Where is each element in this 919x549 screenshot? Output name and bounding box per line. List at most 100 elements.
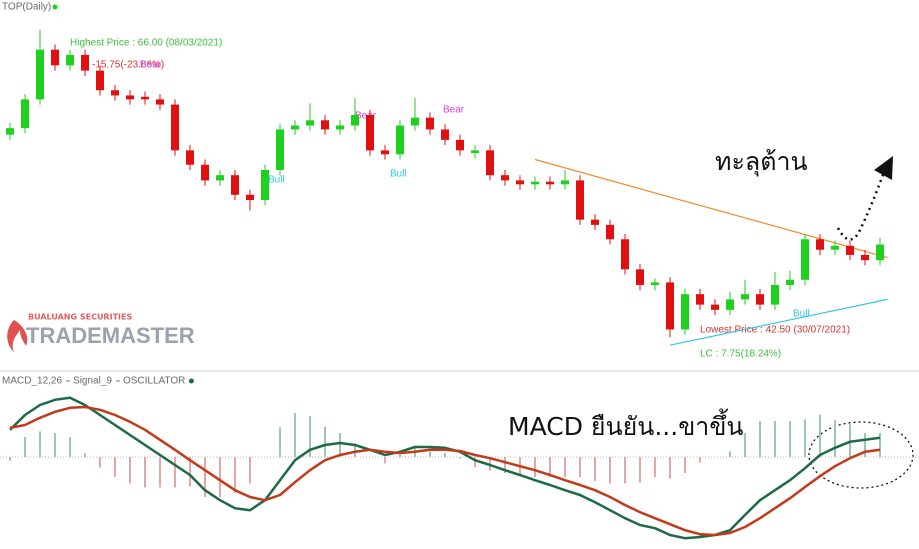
oscillator-bar bbox=[354, 443, 356, 457]
candle-body bbox=[126, 95, 134, 100]
oscillator-bar bbox=[579, 457, 581, 477]
logo-icon bbox=[7, 320, 28, 352]
candle-body bbox=[801, 239, 809, 280]
oscillator-bar bbox=[789, 421, 791, 457]
candle-body bbox=[441, 129, 449, 140]
candle-body bbox=[96, 70, 104, 91]
oscillator-bar bbox=[189, 457, 191, 487]
oscillator-bar bbox=[114, 457, 116, 477]
candle-body bbox=[636, 269, 644, 286]
oscillator-bar bbox=[219, 457, 221, 497]
oscillator-bar bbox=[54, 433, 56, 457]
oscillator-bar bbox=[609, 457, 611, 484]
candle-body bbox=[111, 90, 119, 96]
candle-body bbox=[591, 219, 599, 225]
indicator-line bbox=[9, 396, 881, 540]
logo-product: TRADEMASTER bbox=[26, 323, 195, 348]
signal-label: Bear bbox=[443, 105, 465, 116]
candle-body bbox=[366, 115, 374, 151]
oscillator-bar bbox=[549, 457, 551, 477]
oscillator-bar bbox=[384, 457, 386, 464]
candle-body bbox=[156, 99, 164, 105]
oscillator-bar bbox=[69, 437, 71, 457]
candle-body bbox=[531, 181, 539, 185]
oscillator-bar bbox=[879, 433, 881, 457]
candle-body bbox=[711, 304, 719, 310]
candle-body bbox=[411, 117, 419, 126]
candle-body bbox=[186, 150, 194, 165]
candle-body bbox=[786, 279, 794, 286]
candle-body bbox=[201, 164, 209, 181]
candle-body bbox=[381, 150, 389, 155]
candle-body bbox=[396, 125, 404, 155]
oscillator-bar bbox=[249, 457, 251, 484]
signal-label: Bull bbox=[390, 169, 407, 180]
callout: ทะลุต้าน bbox=[715, 147, 808, 177]
candle-body bbox=[141, 96, 149, 100]
oscillator-bar bbox=[204, 457, 206, 497]
candle-body bbox=[846, 245, 854, 255]
annotation: LC : 7.75(18.24%) bbox=[700, 349, 781, 360]
candle-body bbox=[6, 128, 14, 135]
legend-entry: MACD_12,26 bbox=[2, 376, 62, 387]
candle-body bbox=[231, 175, 239, 195]
oscillator-bar bbox=[9, 457, 11, 461]
oscillator-bar bbox=[444, 453, 446, 457]
oscillator-bar bbox=[594, 457, 596, 481]
candle-body bbox=[456, 139, 464, 151]
candle-body bbox=[321, 120, 329, 130]
candle-body bbox=[21, 99, 29, 129]
indicator-line bbox=[9, 405, 881, 537]
candle-body bbox=[546, 181, 554, 185]
oscillator-bar bbox=[399, 454, 401, 457]
candle-body bbox=[666, 282, 674, 330]
logo-company: BUALUANG SECURITIES bbox=[28, 313, 132, 322]
candle-body bbox=[726, 299, 734, 310]
oscillator-bar bbox=[639, 457, 641, 483]
oscillator-bar bbox=[699, 457, 701, 463]
candle-body bbox=[51, 49, 59, 66]
candle-body bbox=[606, 224, 614, 240]
oscillator-bar bbox=[459, 457, 461, 459]
oscillator-bar bbox=[624, 457, 626, 484]
candle-body bbox=[246, 194, 254, 201]
candle-body bbox=[501, 175, 509, 181]
candle-body bbox=[576, 180, 584, 220]
candle-body bbox=[741, 294, 749, 300]
legend-dot bbox=[188, 378, 194, 384]
candle-body bbox=[621, 239, 629, 270]
oscillator-bar bbox=[759, 421, 761, 457]
signal-label: Bull bbox=[793, 309, 810, 320]
candle-body bbox=[876, 244, 884, 261]
oscillator-bar bbox=[159, 457, 161, 488]
oscillator-bar bbox=[234, 457, 236, 493]
oscillator-bar bbox=[654, 457, 656, 477]
candle-body bbox=[516, 180, 524, 185]
candle-body bbox=[171, 104, 179, 151]
oscillator-bar bbox=[474, 457, 476, 468]
candle-body bbox=[561, 180, 569, 185]
candle-body bbox=[486, 150, 494, 176]
candle-body bbox=[816, 239, 824, 250]
oscillator-bar bbox=[864, 433, 866, 457]
oscillator-bar bbox=[99, 457, 101, 468]
legend-entry: Signal_9 bbox=[73, 376, 112, 387]
oscillator-bar bbox=[174, 457, 176, 488]
trend-line bbox=[534, 158, 888, 259]
candle-body bbox=[471, 150, 479, 153]
highlight-ellipse bbox=[808, 421, 914, 489]
candle-body bbox=[66, 54, 74, 66]
oscillator-bar bbox=[729, 451, 731, 457]
candle-body bbox=[351, 115, 359, 126]
candle-body bbox=[426, 117, 434, 130]
annotation: Lowest Price : 42.50 (30/07/2021) bbox=[700, 325, 850, 336]
candle-body bbox=[261, 169, 269, 201]
candle-body bbox=[336, 125, 344, 130]
oscillator-bar bbox=[84, 453, 86, 457]
oscillator-bar bbox=[144, 457, 146, 488]
annotation: Highest Price : 66.00 (08/03/2021) bbox=[70, 38, 222, 49]
candle-body bbox=[681, 294, 689, 330]
oscillator-bar bbox=[804, 419, 806, 457]
arrow-head bbox=[874, 156, 893, 180]
oscillator-bar bbox=[744, 433, 746, 457]
